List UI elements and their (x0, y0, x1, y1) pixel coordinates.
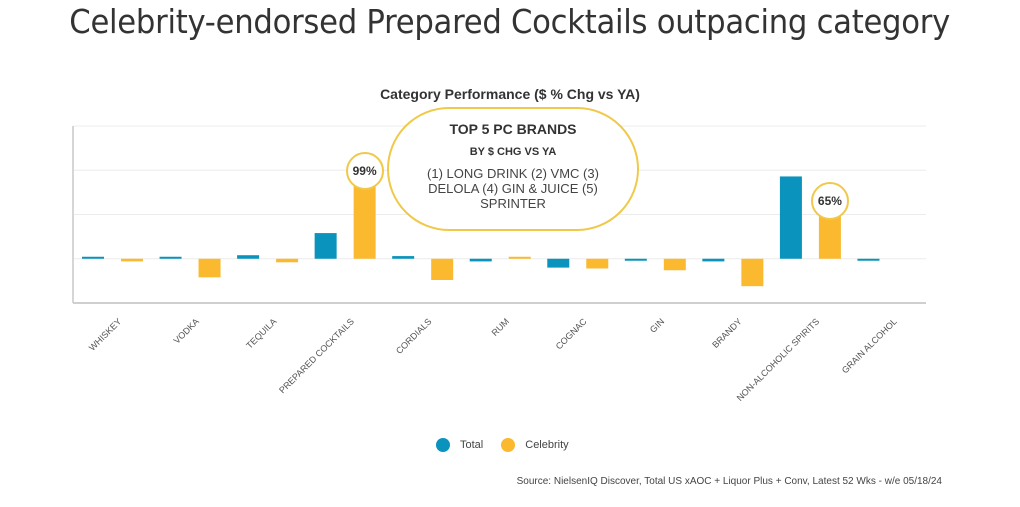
x-tick-label: RUM (490, 316, 512, 338)
bar-total-whiskey (82, 256, 104, 259)
callout-body: (1) LONG DRINK (2) VMC (3) DELOLA (4) GI… (427, 166, 599, 211)
bar-total-tequila (237, 255, 260, 259)
x-tick-label: VODKA (172, 316, 201, 345)
bar-celebrity-tequila (276, 258, 299, 263)
bar-total-cognac (547, 258, 570, 268)
x-tick-label: GRAIN ALCOHOL (840, 316, 899, 375)
chart-title: Category Performance ($ % Chg vs YA) (380, 86, 640, 102)
page-title: Celebrity-endorsed Prepared Cocktails ou… (69, 2, 950, 41)
bar-celebrity-rum (508, 256, 531, 259)
source-note: Source: NielsenIQ Discover, Total US xAO… (516, 476, 942, 487)
legend-swatch-total (436, 438, 450, 452)
x-tick-label: TEQUILA (244, 316, 278, 350)
legend: Total Celebrity (436, 438, 587, 452)
bar-total-non-alcoholic-spirits (779, 176, 802, 259)
x-tick-label: BRANDY (710, 316, 744, 350)
bar-total-prepared-cocktails (314, 233, 337, 259)
x-tick-label: PREPARED COCKTAILS (277, 316, 356, 395)
bar-celebrity-cordials (431, 258, 454, 280)
callout-subtitle: BY $ CHG VS YA (469, 146, 557, 158)
value-badge-non-alcoholic-spirits: 65% (810, 182, 849, 221)
legend-swatch-celebrity (501, 438, 516, 452)
bar-celebrity-cognac (586, 258, 609, 269)
bar-celebrity-brandy (741, 258, 764, 287)
callout-title: TOP 5 PC BRANDS (449, 121, 577, 137)
bar-total-rum (469, 258, 492, 262)
value-badge-prepared-cocktails: 99% (345, 152, 384, 191)
x-tick-label: COGNAC (554, 316, 589, 351)
top-brands-callout: TOP 5 PC BRANDS BY $ CHG VS YA (1) LONG … (387, 107, 639, 231)
bar-total-cordials (392, 256, 415, 259)
bar-celebrity-gin (663, 258, 686, 271)
bar-total-gin (624, 258, 647, 261)
x-tick-label: WHISKEY (87, 316, 123, 352)
bar-celebrity-vodka (198, 258, 221, 278)
x-tick-label: CORDIALS (394, 316, 434, 356)
bar-celebrity-whiskey (121, 258, 143, 262)
legend-label-total: Total (460, 439, 484, 451)
legend-item-total[interactable]: Total (436, 438, 483, 452)
legend-item-celebrity[interactable]: Celebrity (501, 438, 569, 452)
legend-label-celebrity: Celebrity (525, 439, 569, 451)
bar-celebrity-prepared-cocktails (353, 171, 376, 259)
bar-total-vodka (159, 256, 182, 259)
x-tick-label: NON-ALCOHOLIC SPIRITS (735, 316, 822, 403)
bars (82, 171, 880, 287)
x-tick-label: GIN (648, 316, 666, 334)
bar-total-brandy (702, 258, 725, 262)
bar-total-grain-alcohol (857, 258, 880, 261)
